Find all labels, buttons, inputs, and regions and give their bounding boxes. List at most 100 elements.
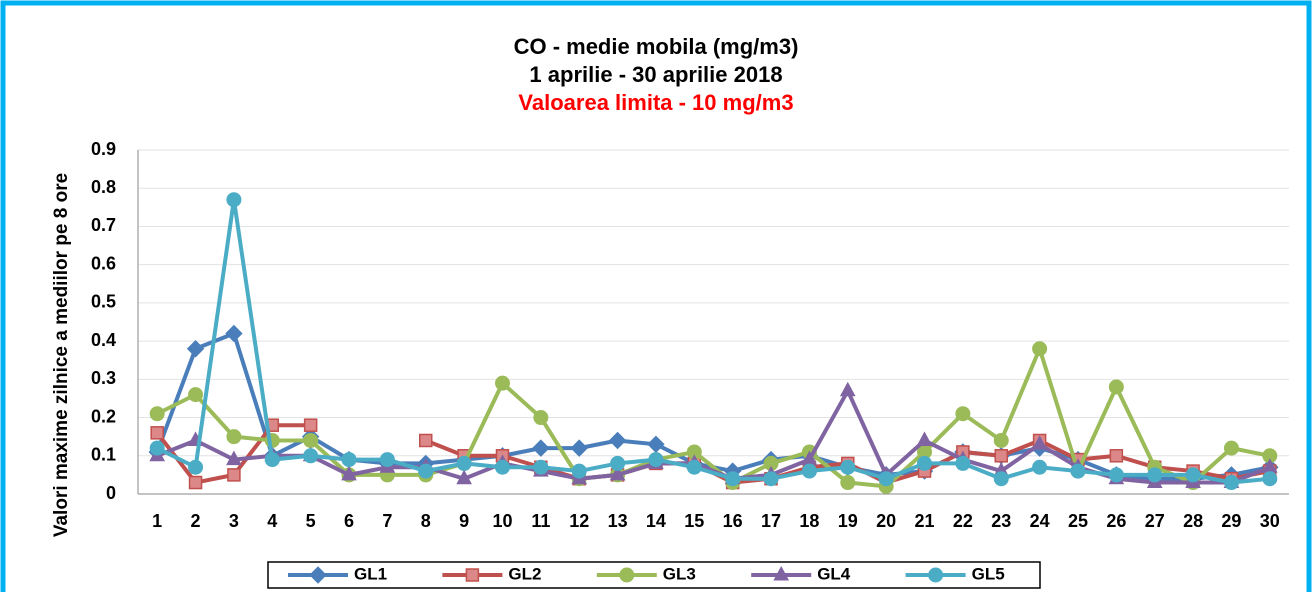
marker <box>456 469 472 485</box>
legend-marker <box>773 565 790 581</box>
marker <box>379 452 395 468</box>
y-tick-label: 0.1 <box>91 445 116 465</box>
marker <box>610 455 626 471</box>
x-tick-label: 22 <box>953 511 973 531</box>
y-tick-label: 0.8 <box>91 177 116 197</box>
y-tick-label: 0.4 <box>91 330 116 350</box>
x-tick-label: 28 <box>1183 511 1203 531</box>
marker <box>1223 475 1239 491</box>
x-tick-label: 14 <box>646 511 666 531</box>
annotation: Valoarea limita - 10 mg/m3 <box>518 90 793 115</box>
legend-marker <box>309 566 327 584</box>
marker <box>188 459 204 475</box>
marker <box>303 432 319 448</box>
marker <box>763 471 779 487</box>
marker <box>917 455 933 471</box>
y-tick-label: 0.9 <box>91 139 116 159</box>
marker <box>994 449 1008 463</box>
marker <box>188 475 203 490</box>
marker <box>571 463 587 479</box>
marker <box>609 465 626 481</box>
legend-label: GL1 <box>354 564 387 583</box>
marker <box>226 429 242 445</box>
marker <box>533 410 549 426</box>
marker <box>149 406 165 422</box>
marker <box>1108 379 1124 395</box>
marker <box>418 463 434 479</box>
marker <box>341 452 357 468</box>
x-tick-label: 8 <box>421 511 431 531</box>
x-tick-label: 4 <box>267 511 277 531</box>
y-tick-label: 0.6 <box>91 253 116 273</box>
legend-marker <box>465 568 480 582</box>
x-tick-label: 10 <box>492 511 512 531</box>
marker <box>801 463 817 479</box>
x-tick-label: 24 <box>1030 511 1050 531</box>
marker <box>839 381 856 397</box>
x-tick-label: 16 <box>723 511 743 531</box>
marker <box>840 459 856 475</box>
x-tick-label: 23 <box>991 511 1011 531</box>
marker <box>1109 449 1124 463</box>
legend-label: GL3 <box>663 564 696 583</box>
marker <box>303 448 319 464</box>
x-tick-label: 19 <box>838 511 858 531</box>
marker <box>419 433 433 448</box>
marker <box>150 426 164 440</box>
x-tick-label: 1 <box>152 511 162 531</box>
marker <box>955 455 971 471</box>
marker <box>993 471 1009 487</box>
x-tick-label: 29 <box>1221 511 1241 531</box>
legend-marker <box>928 567 944 583</box>
y-tick-label: 0 <box>106 483 116 503</box>
marker <box>149 440 165 456</box>
marker <box>225 324 243 343</box>
x-tick-label: 9 <box>459 511 469 531</box>
x-tick-label: 27 <box>1145 511 1165 531</box>
x-tick-label: 12 <box>569 511 589 531</box>
marker <box>494 375 510 391</box>
x-tick-label: 25 <box>1068 511 1088 531</box>
marker <box>226 192 242 208</box>
marker <box>1262 471 1278 487</box>
x-tick-label: 18 <box>799 511 819 531</box>
chart-subtitle: 1 aprilie - 30 aprilie 2018 <box>529 62 782 87</box>
marker <box>840 475 856 491</box>
legend-label: GL2 <box>508 564 541 583</box>
x-tick-label: 6 <box>344 511 354 531</box>
x-tick-label: 26 <box>1106 511 1126 531</box>
legend-label: GL5 <box>972 564 1005 583</box>
marker <box>532 439 550 457</box>
x-tick-label: 5 <box>306 511 316 531</box>
marker <box>608 431 627 450</box>
x-tick-label: 7 <box>382 511 392 531</box>
marker <box>186 340 205 358</box>
y-tick-label: 0.5 <box>91 292 116 312</box>
x-tick-label: 3 <box>229 511 239 531</box>
x-tick-label: 15 <box>684 511 704 531</box>
x-tick-label: 11 <box>531 511 550 531</box>
series-line <box>156 346 1271 489</box>
x-tick-label: 21 <box>915 511 935 531</box>
y-tick-label: 0.2 <box>91 406 116 426</box>
marker <box>226 450 242 466</box>
marker <box>264 452 280 468</box>
marker <box>1032 459 1048 475</box>
y-tick-label: 0.3 <box>91 368 116 388</box>
marker <box>188 387 204 403</box>
marker <box>1031 435 1048 450</box>
marker <box>686 459 702 475</box>
marker <box>1032 341 1048 357</box>
marker <box>533 459 549 475</box>
marker <box>648 452 664 468</box>
marker <box>878 471 894 487</box>
x-tick-label: 13 <box>608 511 628 531</box>
x-tick-label: 2 <box>191 511 201 531</box>
marker <box>227 468 241 482</box>
chart-title: CO - medie mobila (mg/m3) <box>514 34 799 59</box>
x-tick-label: 17 <box>761 511 781 531</box>
marker <box>456 455 472 471</box>
marker <box>303 418 318 432</box>
marker <box>494 459 510 475</box>
